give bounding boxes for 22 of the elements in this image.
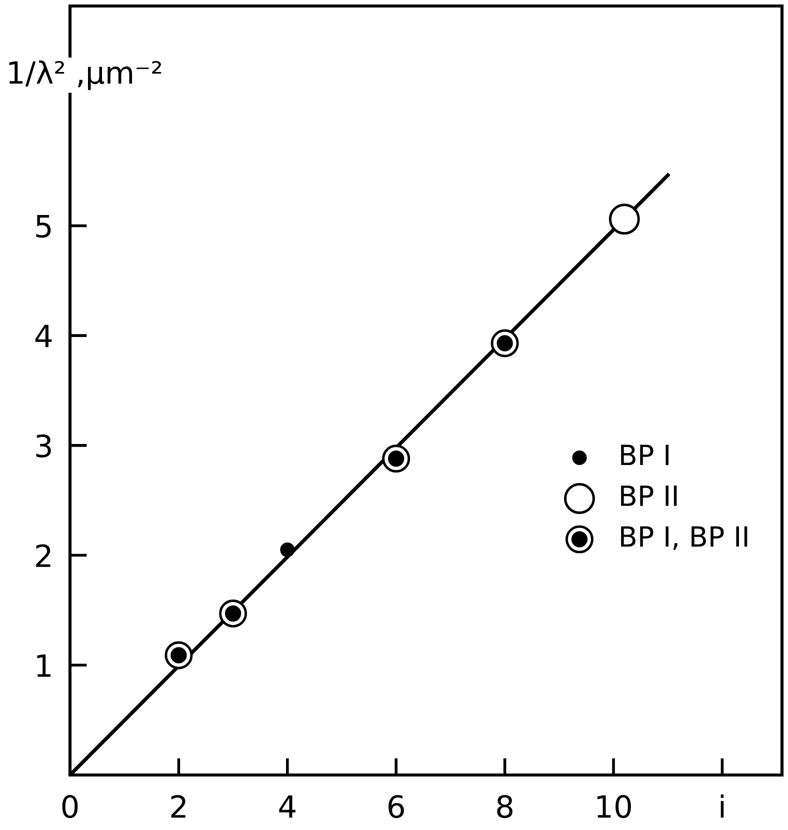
x-tick-label: 8 xyxy=(497,794,512,818)
point xyxy=(490,329,519,358)
point xyxy=(608,204,640,235)
y-tick-label: 1 xyxy=(37,654,51,677)
y-tick-label: 2 xyxy=(36,544,50,567)
point xyxy=(164,641,193,670)
x-tick-label: 6 xyxy=(388,794,404,818)
legend-label: BP I, BP II xyxy=(621,526,748,550)
x-tick-label: 2 xyxy=(171,794,186,818)
x-tick-label: 0 xyxy=(62,794,78,818)
point xyxy=(382,444,410,473)
y-axis-title: 1/λ² ,µm⁻² xyxy=(9,60,162,90)
y-tick-label: 3 xyxy=(36,434,51,458)
y-tick-label: 5 xyxy=(36,215,51,238)
point xyxy=(219,600,248,628)
legend-label: BP II xyxy=(621,486,677,506)
x-tick-label: 10 xyxy=(597,794,631,818)
x-tick-label: 4 xyxy=(279,795,296,818)
y-tick-label: 4 xyxy=(35,324,52,348)
point xyxy=(280,542,295,558)
x-tick-label: i xyxy=(720,794,724,818)
legend-label: BP I xyxy=(621,444,668,466)
